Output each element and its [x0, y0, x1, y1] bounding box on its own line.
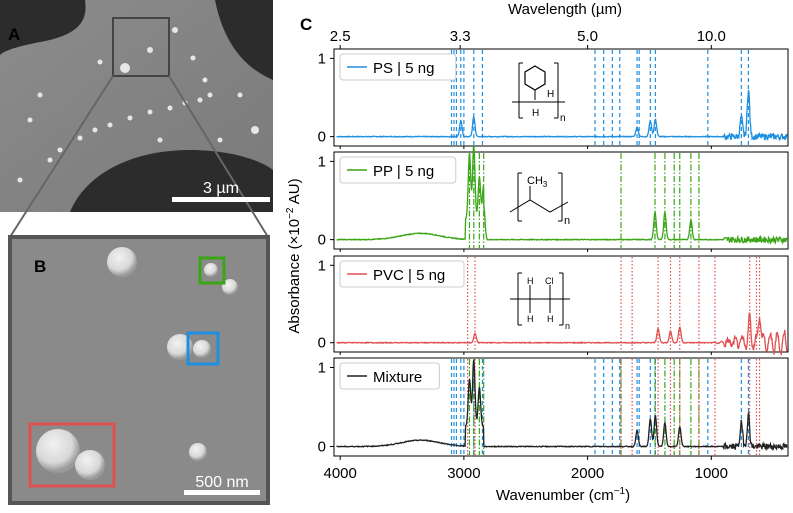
ps-n: n [560, 113, 566, 124]
ps-h1: H [532, 108, 539, 119]
zoom-line-right [168, 75, 269, 238]
scalebar-a [172, 197, 270, 202]
top-tick-label: 3.3 [450, 28, 471, 45]
legend: PP | 5 ng [339, 156, 457, 184]
subplot-4: 0 1 Mixture [318, 357, 789, 460]
highlight-box-green [198, 256, 226, 285]
legend: PS | 5 ng [339, 53, 457, 81]
x-tick-label: 1000 [695, 465, 728, 482]
pvc-n: n [565, 321, 570, 331]
sem-hole-top-right [215, 0, 273, 80]
sem-beads-b [36, 247, 238, 480]
y-tick-label: 1 [318, 153, 326, 170]
legend: Mixture [339, 362, 440, 390]
structure-pp: CH3 n [509, 172, 570, 227]
legend-label: PS | 5 ng [373, 60, 434, 77]
subplot-1: 0 1 PS | 5 ng [318, 48, 789, 149]
subplot-2: 0 1 PP | 5 ng [318, 145, 789, 252]
pp-n: n [564, 215, 570, 227]
panel-c: C Wavelength (µm) 2.5 3.3 5.0 10.0 4000 3000… [285, 1, 789, 504]
ps-h2: H [547, 89, 554, 100]
legend-label: PP | 5 ng [373, 163, 434, 180]
subplots: 0 1 PS | 5 ng 0 1 PP | 5 ng 0 1 PVC | 5 ng 0 1 Mixt… [318, 48, 789, 460]
top-axis: 2.5 3.3 5.0 10.0 [330, 28, 726, 49]
scalebar-b [184, 490, 260, 495]
structure-ps: H H n [512, 62, 566, 124]
top-tick-label: 2.5 [330, 28, 351, 45]
sem-hole-top-left [0, 0, 86, 55]
x-tick-label: 4000 [323, 465, 356, 482]
panel-b-letter: B [34, 257, 46, 276]
highlight-box-blue [186, 331, 220, 366]
bottom-axis: 4000 3000 2000 1000 [323, 465, 727, 482]
pvc-h1: H [527, 276, 534, 286]
y-tick-label: 1 [318, 257, 326, 274]
sem-beads-a [17, 27, 259, 183]
top-axis-label: Wavelength (µm) [508, 1, 622, 18]
spectrum-line [336, 312, 788, 357]
spectrum-line [336, 145, 788, 246]
highlight-box-red [28, 422, 116, 488]
legend-label: PVC | 5 ng [373, 267, 445, 284]
structure-pvc: H Cl H H n [510, 272, 570, 331]
pp-ch3: CH3 [527, 175, 548, 189]
subplot-3: 0 1 PVC | 5 ng [318, 255, 789, 357]
y-tick-label: 1 [318, 359, 326, 376]
y-tick-label: 0 [318, 439, 326, 456]
pvc-cl: Cl [545, 276, 554, 286]
panel-a-letter: A [8, 25, 20, 44]
spectrum-line [336, 90, 788, 142]
legend-box [339, 156, 457, 184]
y-tick-label: 0 [318, 232, 326, 249]
scalebar-b-label: 500 nm [195, 474, 248, 491]
legend-box [339, 362, 440, 390]
panel-a: A 3 µm [0, 0, 273, 238]
x-axis-label: Wavenumber (cm−1) [496, 486, 630, 504]
top-tick-label: 5.0 [577, 28, 598, 45]
legend-box [339, 53, 457, 81]
panel-c-letter: C [300, 15, 312, 34]
x-tick-label: 3000 [447, 465, 480, 482]
sem-hole-bottom [70, 150, 273, 212]
scalebar-a-label: 3 µm [203, 180, 239, 197]
y-tick-label: 1 [318, 50, 326, 67]
zoom-box [112, 17, 170, 77]
pvc-h2: H [527, 314, 534, 324]
legend-box [339, 260, 465, 288]
pvc-h3: H [547, 314, 554, 324]
x-tick-label: 2000 [571, 465, 604, 482]
legend-label: Mixture [373, 369, 422, 386]
zoom-line-left [9, 75, 114, 238]
y-tick-label: 0 [318, 129, 326, 146]
spectrum-line [336, 359, 788, 452]
y-tick-label: 0 [318, 335, 326, 352]
legend: PVC | 5 ng [339, 260, 465, 288]
y-axis-label: Absorbance (×10−2 AU) [285, 178, 303, 333]
panel-b: B 500 nm [8, 235, 270, 505]
top-tick-label: 10.0 [697, 28, 726, 45]
